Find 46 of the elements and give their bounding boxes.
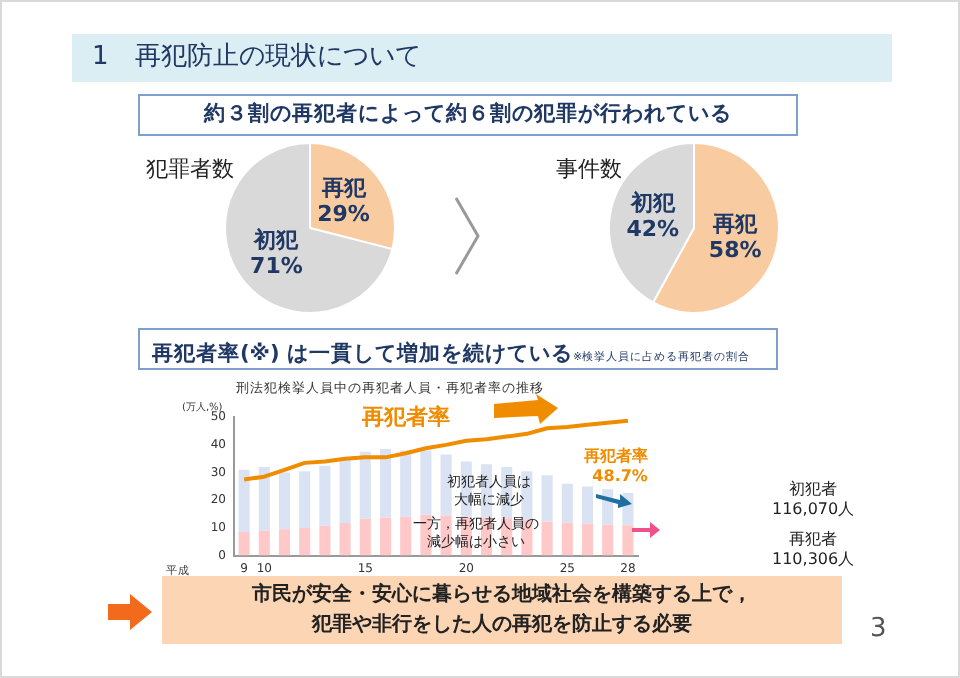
data-label: 29%	[317, 200, 370, 227]
bar	[339, 460, 351, 523]
bar	[319, 525, 331, 556]
text: 事件数	[556, 154, 622, 184]
bar	[238, 469, 250, 533]
chart-title: 再犯者率(※) は一貫して増加を続けている	[152, 342, 573, 366]
bar	[299, 471, 311, 528]
slice-label: 初犯	[252, 226, 301, 253]
bar	[561, 483, 573, 523]
bar	[379, 449, 392, 518]
bar	[379, 517, 392, 556]
text: 市民が安全・安心に暮らせる地域社会を構築する上で，犯罪や非行をした人の再犯を防止する必要	[162, 576, 842, 644]
data-label: 58%	[708, 237, 762, 264]
bar	[400, 450, 412, 517]
bar	[420, 450, 432, 515]
text: 約３割の再犯者によって約６割の犯罪が行われている	[138, 94, 798, 136]
bar	[258, 467, 270, 531]
bar	[602, 524, 614, 556]
bar	[622, 525, 634, 556]
bar	[339, 522, 351, 556]
data-label: 71%	[250, 252, 303, 279]
text: 犯罪者数	[146, 154, 234, 184]
bar	[278, 529, 291, 556]
text: 初犯者 116,070人	[772, 480, 855, 520]
bar	[581, 523, 594, 556]
bar	[359, 518, 371, 556]
bar	[400, 516, 412, 556]
bar	[541, 475, 553, 522]
bar	[319, 465, 331, 526]
bar	[581, 486, 594, 524]
bar	[561, 522, 573, 556]
bar	[238, 532, 250, 556]
data-label: 42%	[626, 216, 680, 243]
bar	[541, 521, 553, 556]
annotation: 再犯者率 48.7%	[581, 444, 648, 485]
bar	[299, 527, 311, 556]
text: 再犯者 110,306人	[772, 530, 855, 570]
bar	[359, 451, 371, 519]
slice-label: 再犯	[319, 174, 368, 201]
slice-label: 再犯	[711, 211, 760, 238]
text: 3	[870, 614, 887, 644]
bar	[278, 472, 291, 530]
bar	[258, 530, 270, 556]
text: 1 再犯防止の現状について	[72, 34, 892, 82]
annotation: 再犯者率	[362, 402, 450, 432]
slice-label: 初犯	[628, 190, 677, 217]
